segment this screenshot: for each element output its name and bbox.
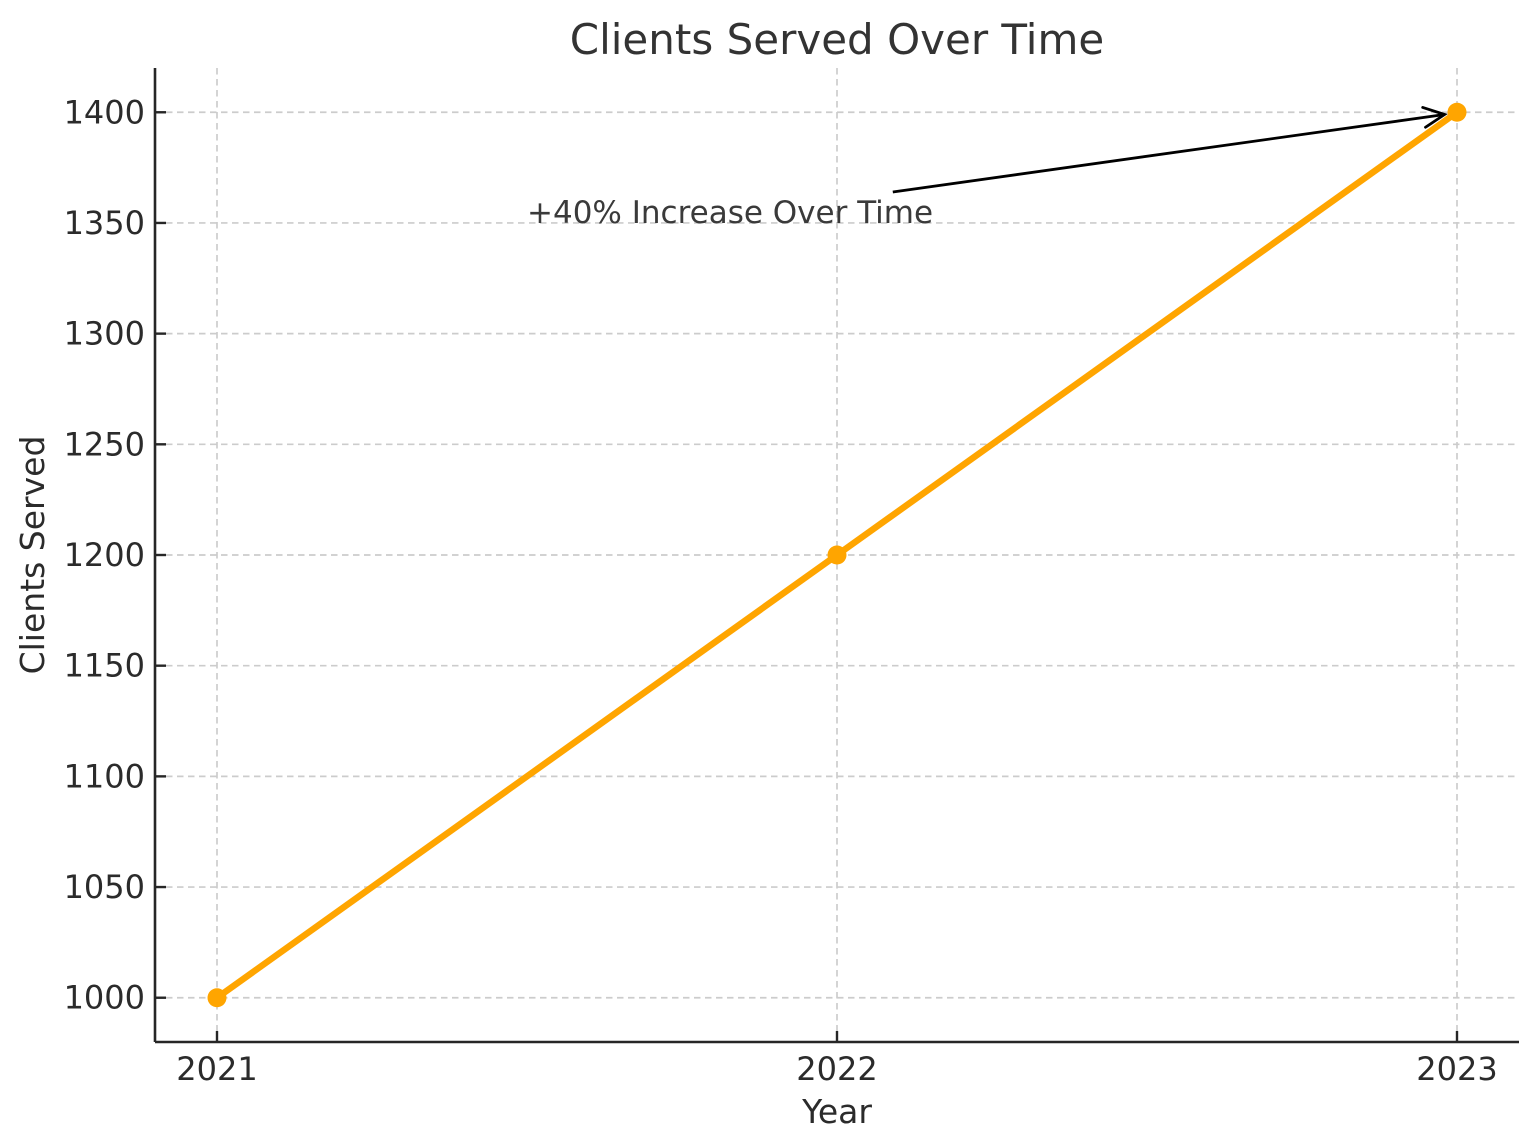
x-tick-label-2023: 2023 xyxy=(1416,1050,1497,1088)
y-tick-label-1100: 1100 xyxy=(64,757,145,795)
y-tick-label-1300: 1300 xyxy=(64,315,145,353)
axes: 2021 2022 2023 1000 1050 1100 1150 1200 1250 1300… xyxy=(64,68,1519,1088)
y-tick-label-1250: 1250 xyxy=(64,425,145,463)
gridlines xyxy=(155,68,1519,1042)
y-tick-label-1350: 1350 xyxy=(64,204,145,242)
annotation-group: +40% Increase Over Time xyxy=(527,106,1448,231)
y-tick-label-1400: 1400 xyxy=(64,93,145,131)
y-tick-label-1150: 1150 xyxy=(64,647,145,685)
x-tick-label-2022: 2022 xyxy=(796,1050,877,1088)
annotation-text: +40% Increase Over Time xyxy=(527,195,933,231)
y-axis-label: Clients Served xyxy=(13,436,52,675)
annotation-arrow xyxy=(892,113,1445,194)
chart-title: Clients Served Over Time xyxy=(570,15,1104,64)
y-tick-label-1200: 1200 xyxy=(64,536,145,574)
y-tick-label-1050: 1050 xyxy=(64,868,145,906)
data-point-2023 xyxy=(1447,102,1467,122)
data-point-2022 xyxy=(827,545,847,565)
x-tick-label-2021: 2021 xyxy=(176,1050,257,1088)
x-axis-label: Year xyxy=(801,1092,872,1131)
data-point-2021 xyxy=(207,988,227,1008)
data-series xyxy=(207,102,1467,1008)
annotation-arrowhead xyxy=(1421,106,1448,129)
y-tick-label-1000: 1000 xyxy=(64,979,145,1017)
